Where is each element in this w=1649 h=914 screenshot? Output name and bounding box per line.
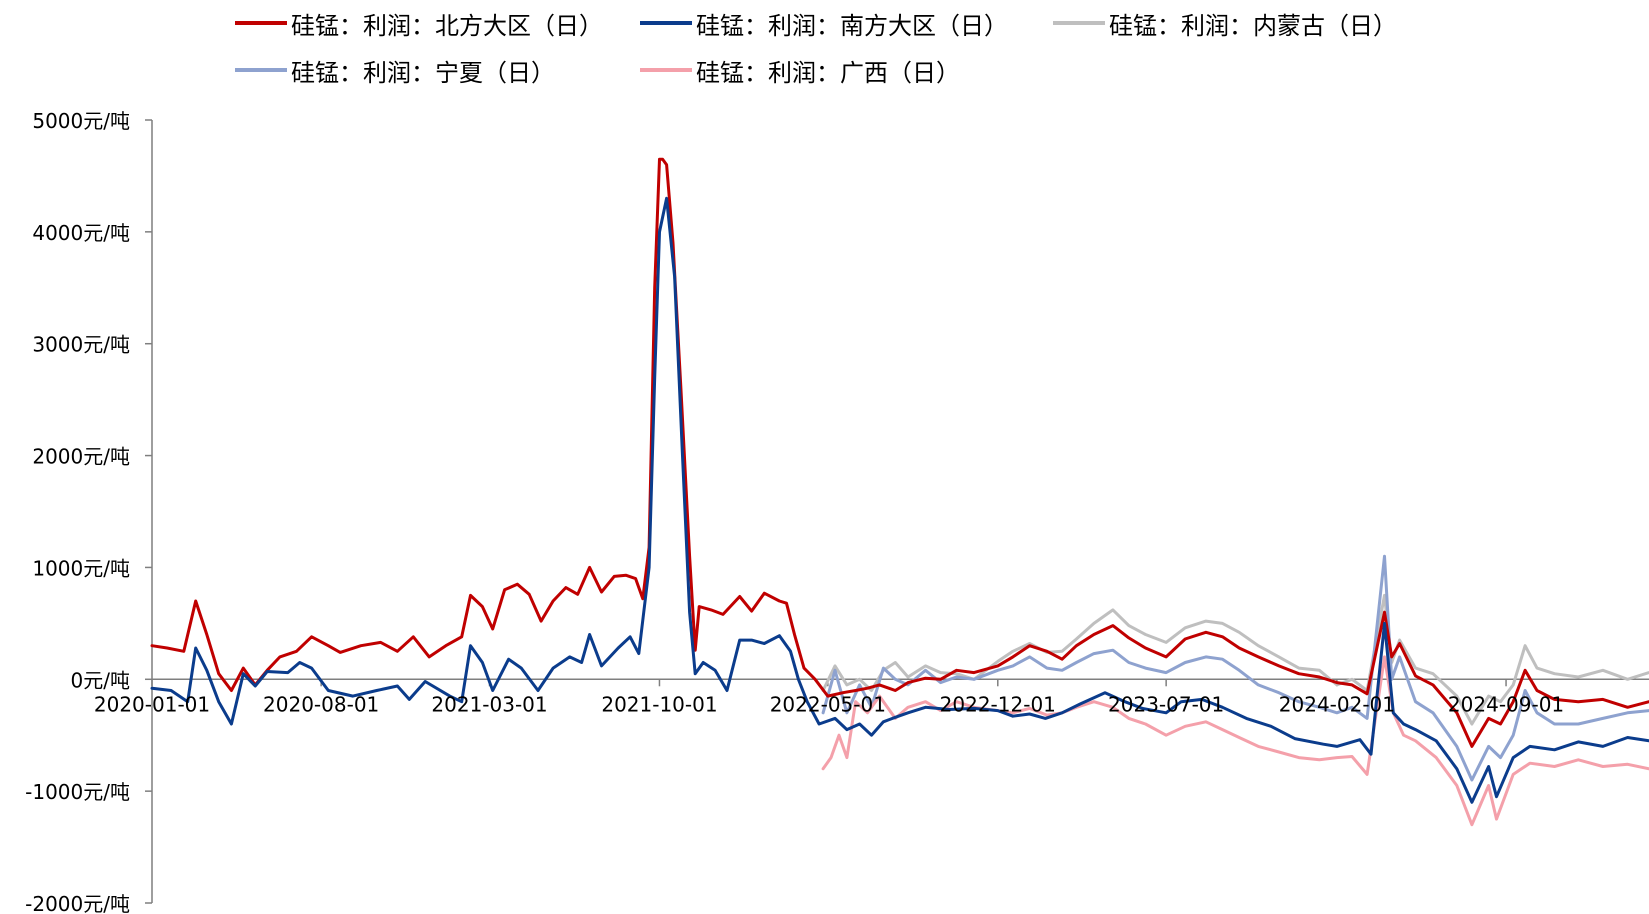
series-line-1 [150,196,1649,804]
legend-swatch [235,68,287,72]
y-tick-label: 4000元/吨 [32,221,130,245]
y-axis-tick-labels: 5000元/吨 4000元/吨 3000元/吨 2000元/吨 1000元/吨 0元/吨 -… [25,109,130,914]
series-line-4 [821,655,1649,827]
y-tick-label: 5000元/吨 [32,109,130,133]
legend-label: 硅锰：利润：广西（日） [696,58,960,87]
x-tick-label: 2022-05-01 [770,692,886,716]
series-line-0 [150,157,1649,748]
legend: 硅锰：利润：北方大区（日） 硅锰：利润：南方大区（日） 硅锰：利润：内蒙古（日）… [0,0,1649,100]
x-tick-label: 2021-03-01 [431,692,547,716]
legend-label: 硅锰：利润：北方大区（日） [291,11,603,40]
x-tick-label: 2021-10-01 [601,692,717,716]
legend-swatch [1053,21,1105,25]
x-tick-label: 2023-07-01 [1108,692,1224,716]
legend-item-guangxi[interactable]: 硅锰：利润：广西（日） [640,50,960,90]
legend-item-north[interactable]: 硅锰：利润：北方大区（日） [235,3,603,43]
legend-label: 硅锰：利润：南方大区（日） [696,11,1008,40]
x-tick-label: 2020-01-01 [94,692,210,716]
y-tick-label: 3000元/吨 [32,333,130,357]
legend-swatch [640,21,692,25]
legend-item-ningxia[interactable]: 硅锰：利润：宁夏（日） [235,50,555,90]
legend-item-south[interactable]: 硅锰：利润：南方大区（日） [640,3,1008,43]
legend-label: 硅锰：利润：宁夏（日） [291,58,555,87]
legend-swatch [235,21,287,25]
legend-item-inner-mongolia[interactable]: 硅锰：利润：内蒙古（日） [1053,3,1397,43]
y-tick-label: 1000元/吨 [32,556,130,580]
series-line-3 [821,554,1649,782]
y-tick-label: -1000元/吨 [25,780,130,804]
x-tick-label: 2024-02-01 [1279,692,1395,716]
x-tick-label: 2020-08-01 [263,692,379,716]
legend-swatch [640,68,692,72]
series-layer [150,157,1649,827]
x-tick-label: 2024-09-01 [1448,692,1564,716]
x-tick-label: 2022-12-01 [940,692,1056,716]
series-line-2 [821,593,1649,726]
y-tick-label: 0元/吨 [71,668,130,692]
x-axis-tick-labels: 2020-01-01 2020-08-01 2021-03-01 2021-10-01… [94,692,1564,716]
y-tick-label: 2000元/吨 [32,445,130,469]
legend-label: 硅锰：利润：内蒙古（日） [1109,11,1397,40]
axes [145,119,1649,904]
y-tick-label: -2000元/吨 [25,892,130,914]
